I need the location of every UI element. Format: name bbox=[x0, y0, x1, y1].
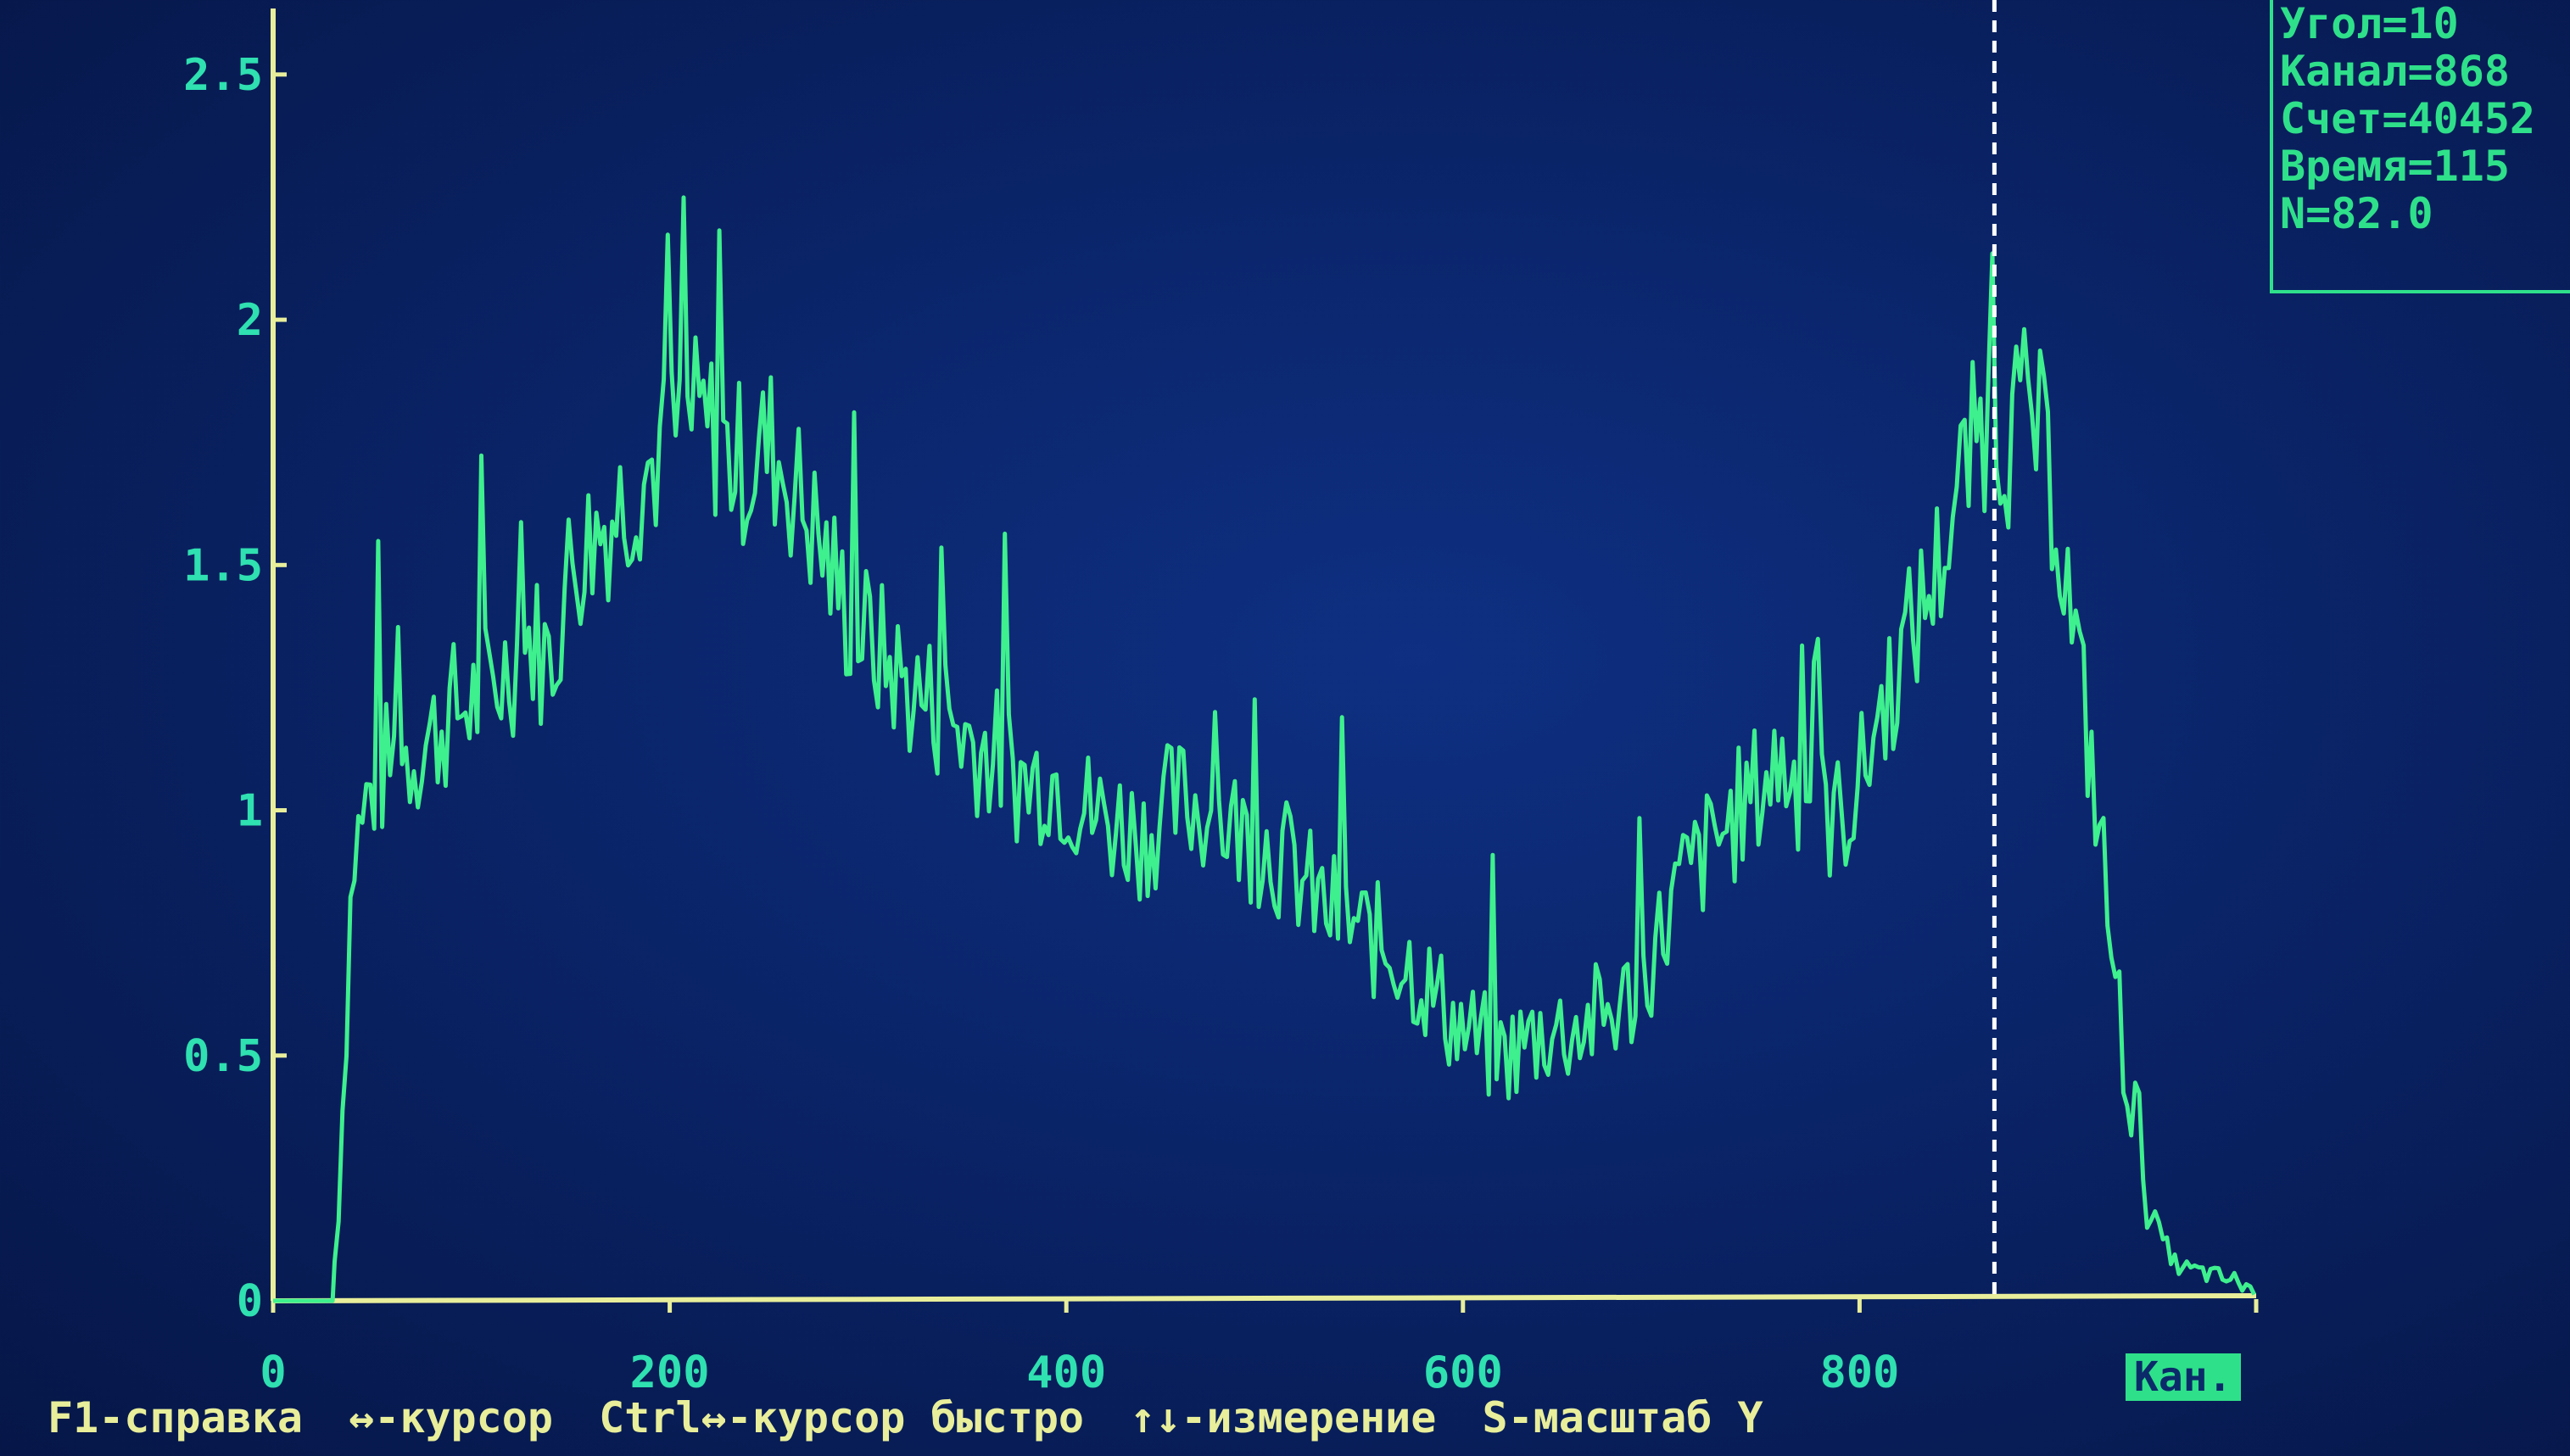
y-tick-label: 2 bbox=[237, 295, 263, 346]
count-readout: Счет=40452 bbox=[2280, 94, 2536, 143]
help-cursor: ↔-курсор bbox=[349, 1393, 553, 1442]
channel-readout: Канал=868 bbox=[2280, 47, 2510, 96]
help-f1: F1-справка bbox=[47, 1393, 304, 1442]
x-ticks: 0 200 400 600 800 bbox=[260, 1299, 2259, 1398]
y-ticks: 0 0.5 1 1.5 2 2.5 bbox=[183, 50, 287, 1327]
time-readout: Время=115 bbox=[2280, 142, 2510, 191]
x-tick-label: 200 bbox=[630, 1347, 710, 1398]
x-tick-label: 0 bbox=[260, 1347, 286, 1398]
angle-readout: Угол=10 bbox=[2280, 0, 2459, 48]
help-cursor-fast: Ctrl↔-курсор быстро bbox=[599, 1393, 1085, 1442]
x-tick-label: 400 bbox=[1026, 1347, 1106, 1398]
y-tick-label: 2.5 bbox=[183, 50, 263, 101]
measurement-info-panel: Угол=10 Канал=868 Счет=40452 Время=115 N… bbox=[2270, 0, 2570, 293]
x-unit-badge: Кан. bbox=[2126, 1353, 2241, 1401]
y-tick-label: 1.5 bbox=[183, 540, 263, 591]
y-tick-label: 0 bbox=[237, 1276, 263, 1327]
y-tick-label: 0.5 bbox=[183, 1031, 263, 1082]
x-axis bbox=[272, 1293, 2257, 1303]
y-tick-label: 1 bbox=[237, 786, 263, 837]
help-scale: S-масштаб Y bbox=[1482, 1393, 1763, 1442]
x-tick-label: 600 bbox=[1423, 1347, 1503, 1398]
n-readout: N=82.0 bbox=[2280, 189, 2433, 238]
help-measure: ↑↓-измерение bbox=[1130, 1393, 1437, 1442]
spectrum-trace bbox=[273, 195, 2256, 1303]
x-tick-label: 800 bbox=[1819, 1347, 1899, 1398]
key-help-bar: F1-справка ↔-курсор Ctrl↔-курсор быстро … bbox=[47, 1391, 1784, 1445]
plot-axes bbox=[271, 8, 2257, 1303]
